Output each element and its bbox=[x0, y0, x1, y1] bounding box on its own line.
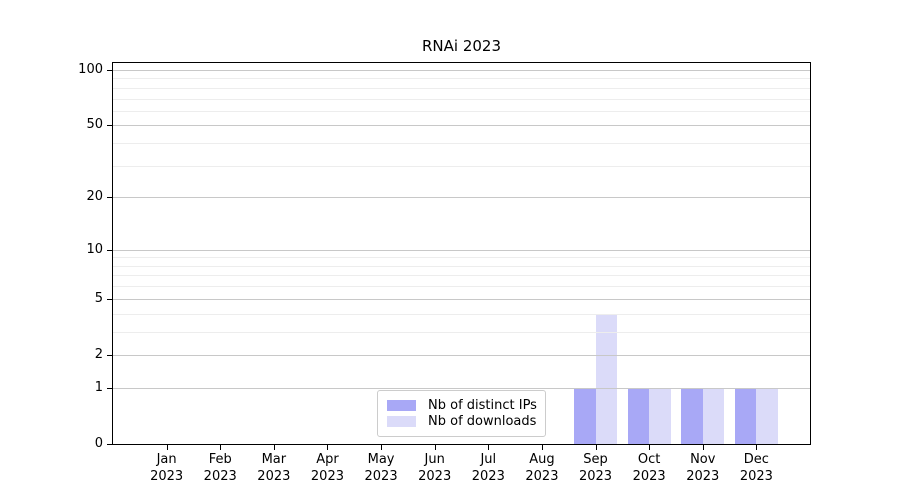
gridline-major bbox=[113, 249, 810, 251]
x-tick-label: Jul 2023 bbox=[471, 452, 505, 484]
x-tick-label: Jan 2023 bbox=[150, 452, 184, 484]
gridline-minor bbox=[113, 265, 810, 267]
bar-downloads bbox=[702, 387, 725, 444]
bar-downloads bbox=[595, 313, 618, 444]
y-tick-mark bbox=[107, 70, 113, 71]
x-tick-label: Mar 2023 bbox=[257, 452, 291, 484]
gridline-minor bbox=[113, 110, 810, 112]
y-tick-label: 5 bbox=[94, 290, 103, 306]
gridline-minor bbox=[113, 286, 810, 288]
y-tick-mark bbox=[107, 354, 113, 356]
x-tick-mark bbox=[166, 445, 168, 450]
y-tick-mark bbox=[107, 387, 113, 389]
bar-distinct-ips bbox=[681, 387, 703, 444]
x-tick-mark bbox=[220, 445, 222, 450]
x-tick-mark bbox=[541, 445, 543, 450]
gridline-minor bbox=[113, 257, 810, 259]
legend-swatch-downloads-icon bbox=[387, 416, 416, 427]
x-tick-mark bbox=[434, 445, 436, 450]
gridline-major bbox=[113, 70, 810, 71]
bar-distinct-ips bbox=[574, 387, 596, 444]
bars-layer bbox=[113, 63, 810, 444]
gridline-minor bbox=[113, 275, 810, 277]
x-tick-label: May 2023 bbox=[364, 452, 398, 484]
y-tick-label: 2 bbox=[94, 346, 103, 362]
grid-layer bbox=[113, 63, 810, 444]
gridline-minor bbox=[113, 87, 810, 89]
x-tick-mark bbox=[756, 445, 758, 450]
gridline-major bbox=[113, 387, 810, 389]
x-tick-label: Nov 2023 bbox=[686, 452, 720, 484]
gridline-major bbox=[113, 354, 810, 356]
x-tick-label: Aug 2023 bbox=[525, 452, 559, 484]
gridline-major bbox=[113, 298, 810, 300]
bar-distinct-ips bbox=[627, 387, 650, 444]
y-tick-label: 1 bbox=[94, 379, 103, 395]
x-tick-mark bbox=[649, 445, 651, 450]
gridline-minor bbox=[113, 331, 810, 333]
y-tick-label: 50 bbox=[86, 117, 103, 133]
legend: Nb of distinct IPs Nb of downloads bbox=[377, 390, 546, 437]
gridline-minor bbox=[113, 313, 810, 315]
legend-label-downloads: Nb of downloads bbox=[428, 414, 537, 429]
legend-item-downloads: Nb of downloads bbox=[387, 414, 536, 429]
gridline-major bbox=[113, 125, 810, 127]
legend-swatch-distinct-ips-icon bbox=[387, 400, 416, 411]
y-tick-mark bbox=[107, 444, 113, 445]
bar-downloads bbox=[649, 387, 671, 444]
bar-distinct-ips bbox=[734, 387, 757, 444]
x-tick-mark bbox=[381, 445, 383, 450]
x-tick-label: Dec 2023 bbox=[739, 452, 773, 484]
y-tick-label: 0 bbox=[94, 436, 103, 451]
y-tick-mark bbox=[107, 197, 113, 199]
x-tick-label: Jun 2023 bbox=[418, 452, 452, 484]
gridline-minor bbox=[113, 165, 810, 167]
legend-item-distinct-ips: Nb of distinct IPs bbox=[387, 398, 537, 413]
x-tick-label: Feb 2023 bbox=[203, 452, 237, 484]
y-tick-mark bbox=[107, 125, 113, 127]
x-tick-mark bbox=[702, 445, 704, 450]
chart-title: RNAi 2023 bbox=[421, 37, 501, 55]
y-tick-label: 20 bbox=[86, 189, 103, 205]
gridline-minor bbox=[113, 78, 810, 80]
gridline-major bbox=[113, 197, 810, 199]
y-tick-mark bbox=[107, 249, 113, 251]
x-tick-label: Sep 2023 bbox=[578, 452, 613, 484]
x-tick-mark bbox=[273, 445, 275, 450]
bar-downloads bbox=[756, 387, 778, 444]
y-tick-label: 10 bbox=[86, 241, 103, 257]
x-tick-mark bbox=[595, 445, 597, 450]
gridline-minor bbox=[113, 143, 810, 145]
plot-area bbox=[112, 62, 811, 445]
x-tick-mark bbox=[488, 445, 490, 450]
gridline-minor bbox=[113, 98, 810, 100]
y-tick-label: 100 bbox=[78, 62, 103, 77]
y-tick-mark bbox=[107, 298, 113, 300]
x-tick-label: Apr 2023 bbox=[310, 452, 344, 484]
x-tick-mark bbox=[327, 445, 329, 450]
legend-label-distinct-ips: Nb of distinct IPs bbox=[428, 398, 537, 413]
x-tick-label: Oct 2023 bbox=[632, 452, 666, 484]
